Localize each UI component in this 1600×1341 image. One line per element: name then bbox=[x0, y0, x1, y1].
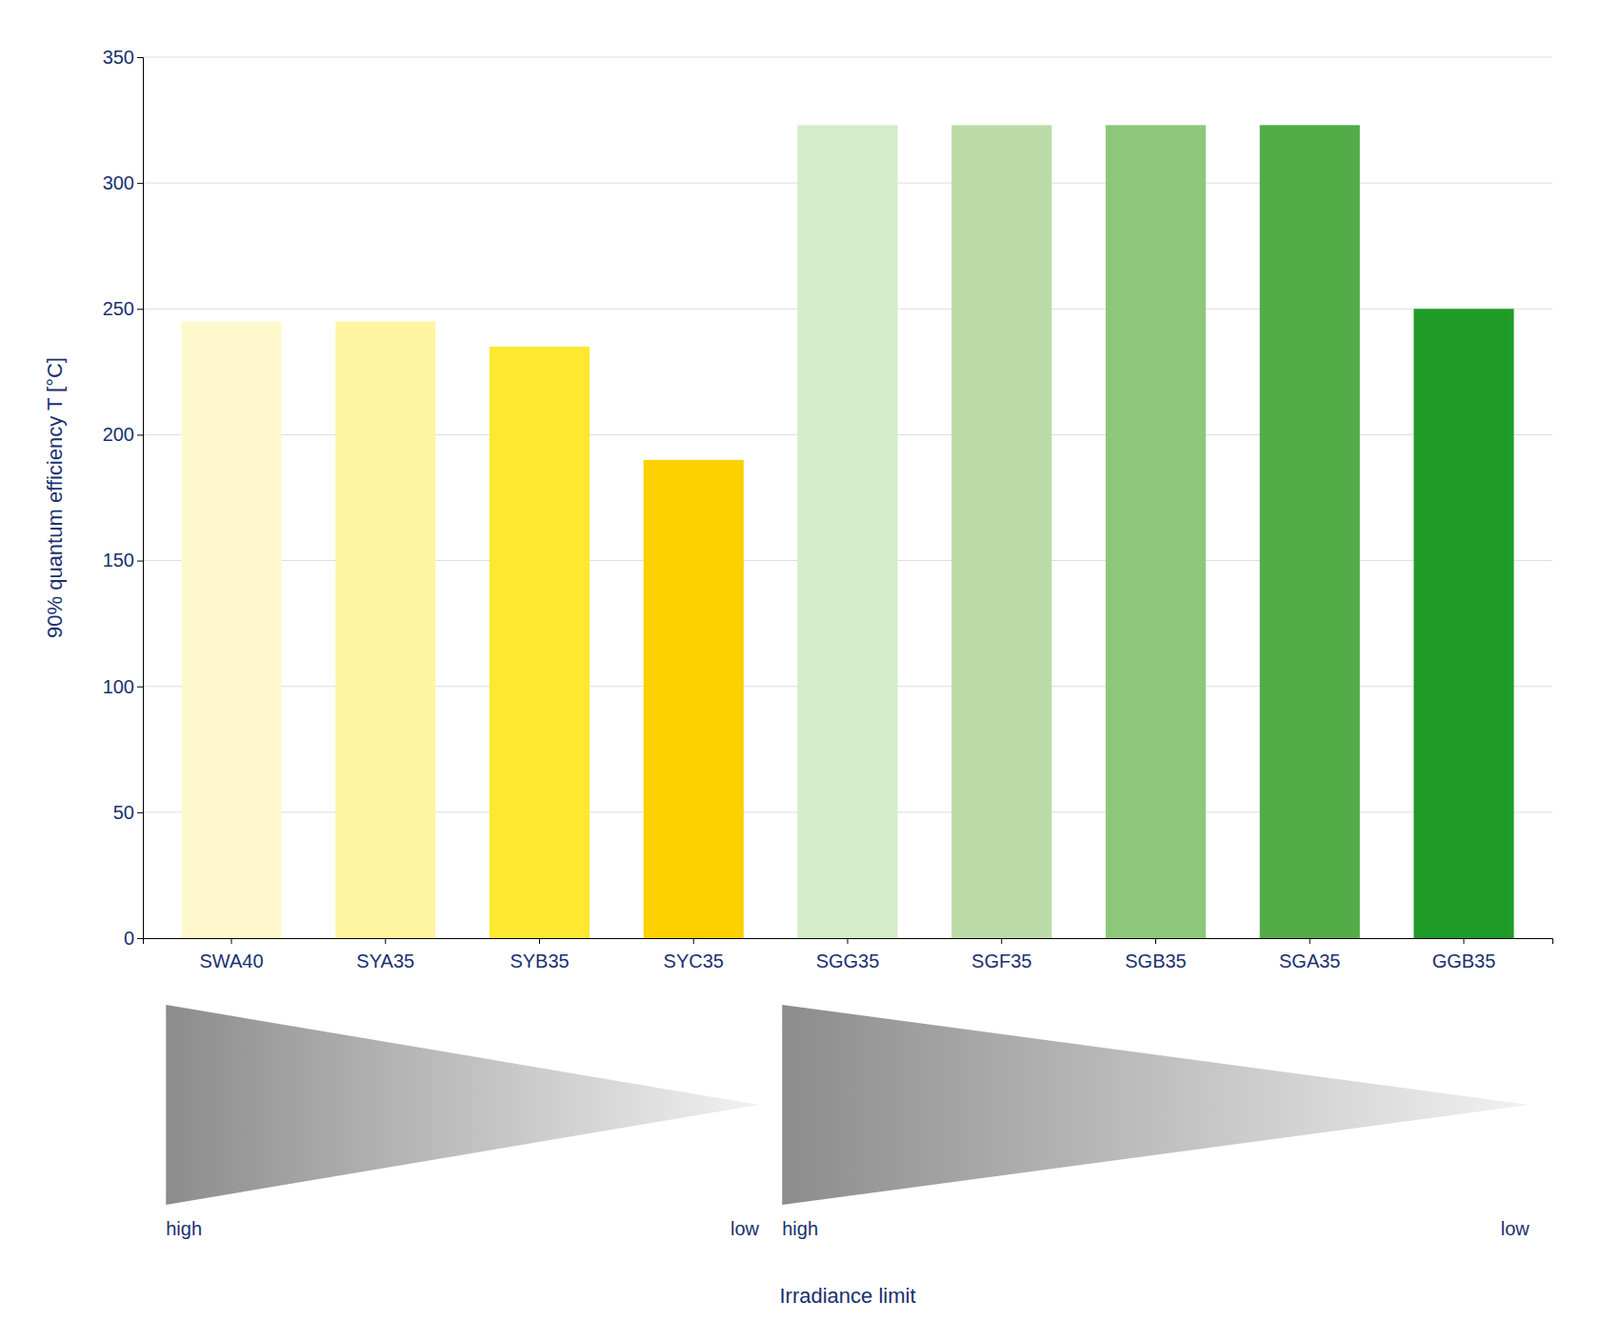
x-tick: SGB35 bbox=[1124, 938, 1186, 972]
x-tick: SWA40 bbox=[199, 938, 263, 972]
x-tick: SYC35 bbox=[663, 938, 724, 972]
x-tick-mark bbox=[539, 938, 540, 944]
bar bbox=[1413, 308, 1514, 939]
annotation: low bbox=[730, 1218, 760, 1240]
bar bbox=[1260, 124, 1360, 939]
bar bbox=[180, 321, 281, 940]
bar bbox=[489, 346, 590, 939]
y-tick: 350 bbox=[102, 46, 143, 68]
x-tick: SGA35 bbox=[1279, 938, 1340, 972]
x-tick-label: SGF35 bbox=[971, 950, 1032, 972]
y-tick-label: 300 bbox=[102, 172, 135, 194]
irradiance-panel: highlowhighlow bbox=[165, 1004, 1530, 1240]
y-tick-mark bbox=[137, 560, 143, 562]
chart-svg: 0 50 100 150 200 250 300 350 SWA40 SYA35 SYB35 SYC3… bbox=[0, 0, 1600, 1341]
annotation: high bbox=[165, 1218, 202, 1240]
x-tick: GGB35 bbox=[1432, 938, 1497, 972]
y-tick-mark bbox=[137, 938, 143, 940]
y-tick-label: 0 bbox=[123, 927, 135, 949]
bar bbox=[335, 321, 436, 940]
x-tick-label: SGB35 bbox=[1124, 950, 1186, 972]
irradiance-triangle bbox=[781, 1004, 1529, 1205]
y-tick-mark bbox=[137, 812, 143, 814]
y-tick-mark bbox=[137, 182, 143, 184]
grid bbox=[142, 57, 1553, 939]
x-tick-mark bbox=[1309, 938, 1311, 944]
y-tick-mark bbox=[137, 434, 143, 436]
x-tick: SGF35 bbox=[971, 938, 1032, 972]
y-tick-mark bbox=[137, 57, 143, 59]
x-tick-label: SGG35 bbox=[816, 950, 880, 972]
y-tick: 250 bbox=[102, 298, 143, 320]
x-tick-label: SYC35 bbox=[663, 950, 724, 972]
y-tick: 200 bbox=[102, 423, 143, 445]
bar bbox=[1105, 124, 1206, 939]
x-tick-mark bbox=[1462, 938, 1464, 944]
x-tick-label: SGA35 bbox=[1279, 950, 1340, 972]
x-axis-title: Irradiance limit bbox=[779, 1283, 916, 1308]
grid-line bbox=[142, 57, 1553, 59]
y-tick-mark bbox=[137, 308, 143, 310]
y-tick-label: 250 bbox=[102, 298, 135, 320]
y-tick: 100 bbox=[102, 676, 143, 698]
x-tick-label: SYA35 bbox=[356, 950, 415, 972]
y-tick-label: 50 bbox=[113, 801, 135, 823]
x-tick-label: SYB35 bbox=[509, 950, 569, 972]
x-tick-mark bbox=[1000, 938, 1002, 944]
y-axis: 0 50 100 150 200 250 300 350 bbox=[102, 46, 144, 949]
annotation: high bbox=[781, 1218, 819, 1240]
x-tick-mark bbox=[693, 938, 695, 944]
y-tick-label: 200 bbox=[102, 423, 135, 445]
x-tick-label: SWA40 bbox=[199, 950, 263, 972]
y-axis-line bbox=[137, 58, 144, 940]
irradiance-triangle bbox=[165, 1004, 760, 1205]
y-tick: 300 bbox=[102, 172, 143, 194]
y-tick-label: 100 bbox=[102, 676, 135, 698]
x-tick-mark bbox=[384, 938, 386, 944]
x-tick: SYA35 bbox=[356, 938, 415, 972]
x-axis-line bbox=[143, 939, 1554, 945]
y-tick: 150 bbox=[102, 549, 143, 571]
x-tick-mark bbox=[847, 938, 849, 944]
x-tick: SGG35 bbox=[816, 938, 880, 972]
bars bbox=[180, 124, 1514, 939]
y-tick-label: 150 bbox=[102, 549, 135, 571]
annotation: low bbox=[1500, 1218, 1531, 1240]
bar bbox=[951, 124, 1052, 939]
x-tick: SYB35 bbox=[509, 938, 569, 972]
plot-area: 0 50 100 150 200 250 300 350 SWA40 SYA35 SYB35 SYC3… bbox=[102, 46, 1554, 972]
y-tick-mark bbox=[137, 686, 143, 688]
y-axis-title: 90% quantum efficiency T [°C] bbox=[42, 357, 67, 639]
y-tick-label: 350 bbox=[102, 46, 135, 68]
bar bbox=[797, 124, 898, 939]
x-tick-mark bbox=[1155, 938, 1157, 944]
y-tick: 0 bbox=[123, 927, 143, 949]
x-axis: SWA40 SYA35 SYB35 SYC35 SGG35 SGF35 SGB35 SGA35… bbox=[143, 938, 1554, 972]
x-tick-mark bbox=[231, 938, 233, 944]
x-tick-label: GGB35 bbox=[1432, 950, 1497, 972]
bar bbox=[643, 460, 744, 939]
y-tick: 50 bbox=[113, 801, 143, 823]
